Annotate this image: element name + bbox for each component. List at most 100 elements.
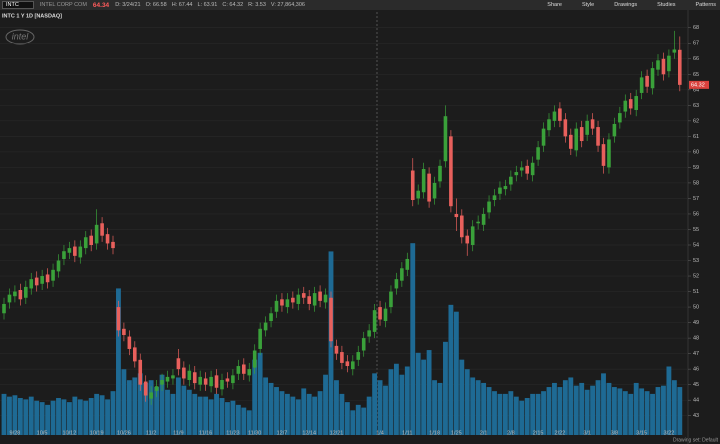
x-tick-label: 10/26 [117, 430, 131, 436]
volume-bar [72, 396, 78, 435]
candle-body [438, 165, 442, 182]
candle-body [628, 99, 633, 109]
volume-bar [241, 407, 247, 435]
volume-bar [426, 350, 432, 435]
toolbar-button[interactable]: Studies [657, 2, 676, 8]
volume-bar [644, 391, 650, 435]
candle-body [285, 299, 290, 308]
price-marker [689, 80, 709, 89]
x-tick-label: 11/2 [146, 430, 156, 436]
symbol-box[interactable]: INTC [2, 1, 34, 9]
volume-bar [312, 396, 318, 435]
candle-body [100, 223, 104, 236]
volume-bar [83, 400, 89, 435]
y-tick-label: 51 [693, 289, 699, 295]
y-tick-label: 67 [693, 41, 699, 47]
x-tick-label: 11/30 [248, 430, 261, 436]
candles [2, 30, 682, 405]
volume-bar [372, 373, 378, 435]
candle-body [280, 299, 284, 306]
volume-bar [443, 341, 448, 435]
candle-body [432, 182, 437, 199]
candle-body [465, 235, 470, 244]
y-tick-label: 57 [693, 196, 699, 202]
x-tick-label: 2/1 [480, 430, 488, 436]
candle-body [13, 291, 17, 297]
x-tick-label: 12/7 [277, 430, 288, 436]
candle-body [361, 338, 366, 351]
candle-body [89, 235, 93, 245]
candle-body [122, 328, 126, 335]
y-tick-label: 52 [693, 273, 699, 279]
volume-bar [279, 391, 285, 435]
y-tick-label: 56 [693, 211, 699, 217]
volume-bar [143, 382, 149, 435]
candle-body [83, 237, 88, 249]
volume-bar [137, 373, 143, 435]
volume-bar [497, 393, 503, 435]
y-tick-label: 43 [693, 413, 699, 419]
x-tick-label: 10/12 [63, 430, 77, 436]
candle-body [203, 378, 208, 385]
candle-body [274, 300, 279, 312]
candle-body [94, 224, 99, 244]
candle-body [236, 366, 241, 374]
quote-field: V: 27,864,306 [270, 2, 305, 8]
quote-field: H: 67.44 [171, 2, 193, 8]
candle-body [503, 186, 508, 190]
volume-bar [666, 366, 672, 435]
candle-body [127, 336, 132, 349]
volume-bar [28, 396, 34, 435]
x-tick-label: 9/28 [10, 430, 21, 436]
x-tick-label: 2/8 [507, 430, 515, 436]
volume-bar [50, 400, 56, 435]
volume-bar [617, 388, 623, 435]
volume-bar [562, 380, 568, 435]
volume-bar [7, 396, 12, 435]
volume-bar [655, 387, 661, 435]
toolbar-buttons: Share Style Drawings Studies Patterns [531, 2, 720, 8]
volume-bar [344, 402, 350, 435]
volume-bar [252, 359, 258, 435]
y-tick-label: 55 [693, 227, 699, 233]
candle-body [678, 49, 682, 85]
volume-bar [557, 387, 563, 435]
candle-body [51, 269, 55, 281]
candle-body [378, 307, 382, 320]
volume-bar [388, 369, 394, 435]
candle-body [547, 119, 551, 131]
candle-body [590, 119, 595, 129]
candle-body [476, 221, 480, 224]
x-tick-label: 3/1 [583, 430, 591, 436]
volume-bar [502, 393, 508, 435]
candle-body [18, 290, 23, 300]
toolbar-button[interactable]: Style [581, 2, 595, 8]
candle-body [579, 127, 584, 142]
candle-body [650, 68, 655, 89]
volume-bar [301, 388, 307, 435]
candle-body [34, 277, 39, 286]
volume-bar [377, 380, 383, 435]
volume-bar [192, 393, 198, 435]
volume-bar [432, 380, 437, 435]
quote-field: C: 64.32 [222, 2, 244, 8]
chart: INTC 1 Y 1D [NASDAQ] intel Drawing set: … [0, 10, 719, 444]
volume-bar [12, 395, 18, 435]
toolbar-button[interactable]: Patterns [695, 2, 716, 8]
volume-bar [650, 393, 655, 435]
toolbar-button[interactable]: Drawings [614, 2, 638, 8]
volume-bar [508, 391, 514, 435]
y-tick-label: 64 [693, 87, 699, 93]
y-tick-label: 60 [693, 149, 699, 155]
candle-body [356, 352, 361, 360]
x-tick-label: 3/8 [611, 430, 619, 436]
volume-bar [611, 387, 617, 435]
volume-bar [601, 373, 606, 435]
footer: Drawing set: Default [673, 437, 719, 443]
toolbar-button[interactable]: Share [547, 2, 562, 8]
y-tick-label: 65 [693, 72, 699, 78]
candle-body [487, 201, 491, 213]
company-name: INTEL CORP COM [39, 2, 87, 8]
x-tick-label: 1/18 [429, 430, 440, 436]
plot-background [0, 10, 688, 444]
